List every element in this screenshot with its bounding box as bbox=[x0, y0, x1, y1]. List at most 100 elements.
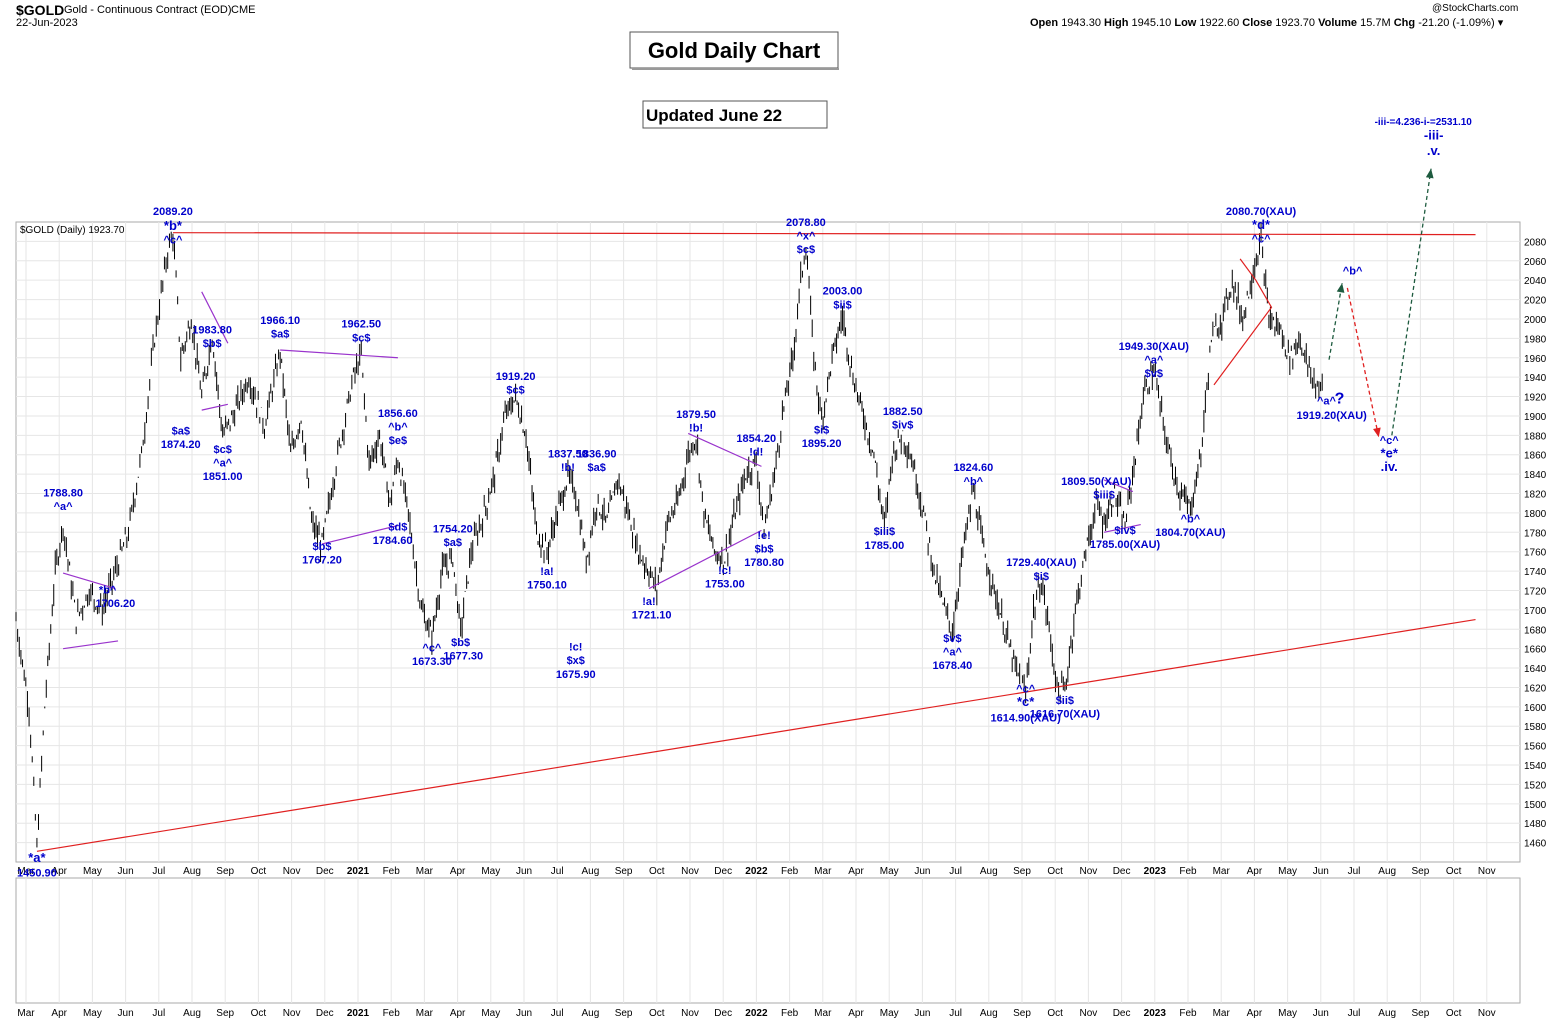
x-tick-label-lower: Feb bbox=[781, 1008, 799, 1019]
x-tick-label: Oct bbox=[1446, 866, 1462, 877]
wave-label: ^a^ bbox=[54, 501, 74, 513]
x-tick-label: Aug bbox=[1378, 866, 1396, 877]
wave-label: ^c^ bbox=[422, 643, 442, 655]
wave-label: $c$ bbox=[797, 244, 815, 256]
y-tick-label: 1840 bbox=[1524, 470, 1547, 481]
wave-label: 1784.60 bbox=[373, 535, 413, 547]
wave-label: $iii$ bbox=[874, 526, 895, 538]
y-tick-label: 1940 bbox=[1524, 373, 1547, 384]
y-tick-label: 2060 bbox=[1524, 257, 1547, 268]
x-tick-label-lower: Aug bbox=[980, 1008, 998, 1019]
x-tick-label: May bbox=[880, 866, 899, 877]
triangle-line bbox=[62, 572, 116, 590]
y-tick-label: 1880 bbox=[1524, 431, 1547, 442]
x-tick-label-lower: May bbox=[83, 1008, 102, 1019]
wave-label: 1450.90 bbox=[17, 868, 57, 880]
x-tick-label-lower: Oct bbox=[251, 1008, 267, 1019]
chg-value: -21.20 (-1.09%) bbox=[1418, 17, 1495, 29]
x-tick-label-lower: Oct bbox=[1047, 1008, 1063, 1019]
x-tick-label: May bbox=[1278, 866, 1297, 877]
y-tick-label: 1740 bbox=[1524, 567, 1547, 578]
x-tick-label-lower: Nov bbox=[1478, 1008, 1496, 1019]
wave-label: $b$ bbox=[203, 338, 222, 350]
wave-label: ^b^ bbox=[1343, 265, 1363, 277]
open-label: Open bbox=[1030, 17, 1059, 29]
wave-label: 1678.40 bbox=[933, 660, 973, 672]
x-tick-label: Jul bbox=[152, 866, 165, 877]
wave-label: ^b^ bbox=[964, 476, 984, 488]
wave-label: 1836.90 bbox=[577, 449, 617, 461]
high-label: High bbox=[1104, 17, 1129, 29]
x-tick-label-lower: Jun bbox=[1313, 1008, 1329, 1019]
support-line bbox=[36, 618, 1476, 852]
wave-label: !b! bbox=[561, 462, 575, 474]
x-tick-label-lower: Jul bbox=[152, 1008, 165, 1019]
x-tick-label-lower: Apr bbox=[1247, 1008, 1263, 1019]
x-tick-label-lower: 2023 bbox=[1144, 1008, 1167, 1019]
triangle-line bbox=[201, 403, 228, 411]
x-tick-label: Aug bbox=[582, 866, 600, 877]
x-tick-label-lower: 2022 bbox=[745, 1008, 768, 1019]
x-tick-label: Jul bbox=[551, 866, 564, 877]
x-tick-label-lower: Mar bbox=[416, 1008, 434, 1019]
wave-label: ^x^ bbox=[796, 230, 816, 242]
y-tick-label: 1720 bbox=[1524, 586, 1547, 597]
wave-label: $i$ bbox=[814, 424, 829, 436]
x-tick-label: Sep bbox=[216, 866, 234, 877]
wave-label: *a* bbox=[28, 850, 46, 865]
x-tick-label-lower: Jul bbox=[1348, 1008, 1361, 1019]
chart-subtitle: Updated June 22 bbox=[646, 106, 782, 125]
x-tick-label-lower: Mar bbox=[814, 1008, 832, 1019]
ticker: $GOLD bbox=[16, 2, 65, 18]
x-tick-label: Aug bbox=[980, 866, 998, 877]
x-tick-label: Nov bbox=[1478, 866, 1496, 877]
x-tick-label-lower: Mar bbox=[17, 1008, 35, 1019]
wave-label: !a! bbox=[540, 566, 553, 578]
wave-label: 1966.10 bbox=[260, 315, 300, 327]
y-tick-label: 1780 bbox=[1524, 528, 1547, 539]
wave-label: *b^ bbox=[99, 584, 117, 596]
wave-label: 1673.30 bbox=[412, 656, 452, 668]
wave-label: 1785.00(XAU) bbox=[1090, 539, 1161, 551]
instrument-name: Gold - Continuous Contract (EOD) bbox=[64, 4, 232, 16]
x-tick-label: Aug bbox=[183, 866, 201, 877]
y-tick-label: 1920 bbox=[1524, 393, 1547, 404]
x-tick-label: Oct bbox=[649, 866, 665, 877]
wave-label: $b$ bbox=[451, 637, 470, 649]
wave-label: $c$ bbox=[213, 444, 231, 456]
wave-label: $b$ bbox=[313, 541, 332, 553]
x-tick-label: May bbox=[481, 866, 500, 877]
lower-panel bbox=[15, 877, 1521, 1004]
wave-label: ^a^ bbox=[213, 457, 233, 469]
wave-label: $iv$ bbox=[1114, 525, 1135, 537]
subtitle-box bbox=[642, 100, 828, 129]
x-tick-label-lower: Nov bbox=[1080, 1008, 1098, 1019]
x-tick-label-lower: Aug bbox=[1378, 1008, 1396, 1019]
x-tick-label: 2022 bbox=[745, 866, 768, 877]
dropdown-icon[interactable]: ▾ bbox=[1497, 17, 1504, 29]
wave-label: $v$ bbox=[1145, 368, 1163, 380]
x-tick-label-lower: Apr bbox=[848, 1008, 864, 1019]
x-tick-label: Jun bbox=[516, 866, 532, 877]
wave-label: .v. bbox=[1427, 143, 1441, 158]
wave-label: 1856.60 bbox=[378, 408, 418, 420]
wave-label: $e$ bbox=[389, 435, 407, 447]
wave-label: 2089.20 bbox=[153, 206, 193, 218]
wave-label: 1675.90 bbox=[556, 669, 596, 681]
projection-arrow-down-e bbox=[1346, 287, 1380, 438]
x-tick-label: Feb bbox=[781, 866, 799, 877]
x-tick-label-lower: Sep bbox=[216, 1008, 234, 1019]
x-tick-label: Oct bbox=[251, 866, 267, 877]
wave-label: ^c^ bbox=[1016, 683, 1036, 695]
triangle-line bbox=[1213, 279, 1273, 386]
wave-label: ^b^ bbox=[1181, 514, 1201, 526]
x-tick-label: Jul bbox=[949, 866, 962, 877]
wave-label: ^b^ bbox=[388, 421, 408, 433]
copyright: @StockCharts.com bbox=[1432, 3, 1519, 14]
wave-label: .iv. bbox=[1381, 459, 1398, 474]
title-box bbox=[629, 31, 839, 69]
x-tick-label-lower: Jul bbox=[551, 1008, 564, 1019]
wave-label: 1721.10 bbox=[632, 610, 672, 622]
wave-label: $iii$ bbox=[1093, 489, 1114, 501]
